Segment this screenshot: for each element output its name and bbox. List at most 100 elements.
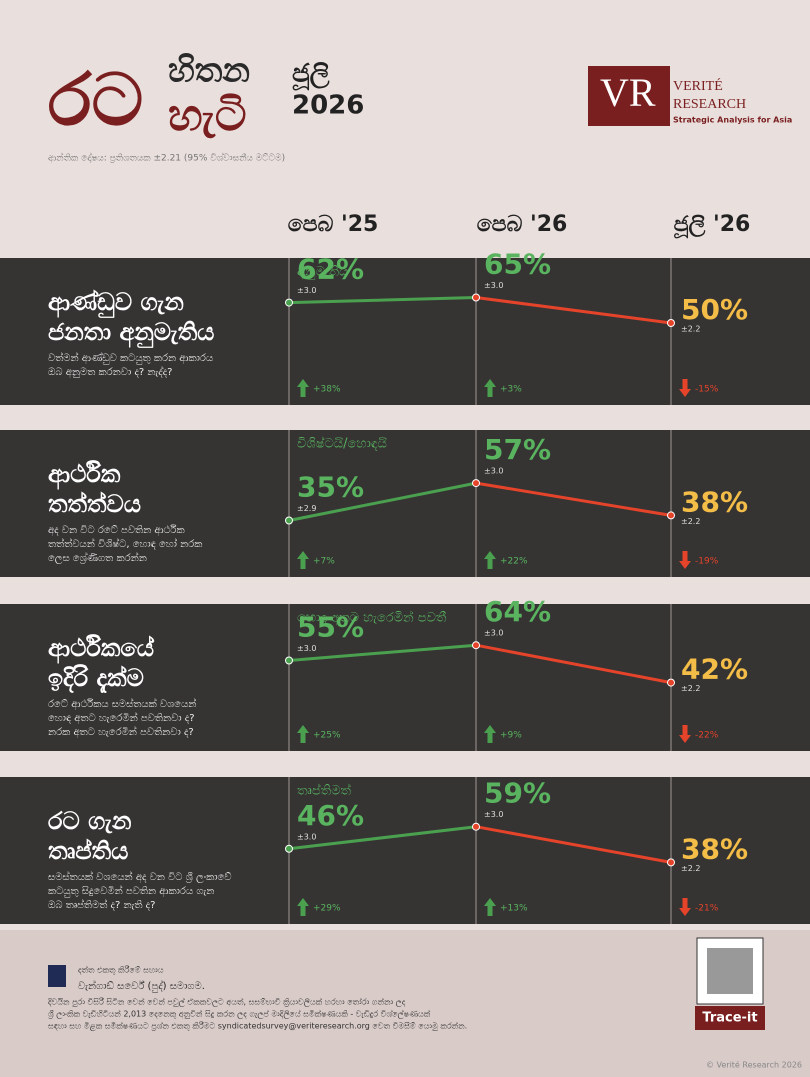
margin-label: ±2.2 — [681, 517, 700, 526]
point — [667, 319, 675, 327]
margin-label: ±2.2 — [681, 864, 700, 873]
support-logo — [48, 965, 66, 987]
title-main: රට — [48, 58, 143, 142]
margin-label: ±3.0 — [484, 629, 503, 638]
series-name: හොඳ අතට හැරෙමින් පවතී — [297, 609, 447, 625]
change-arrow — [484, 725, 496, 743]
line-down — [475, 481, 672, 517]
change-label: +38% — [313, 385, 341, 395]
panel-title: ආර්ථික — [48, 460, 121, 490]
point — [472, 479, 480, 488]
panel-title: ජනතා අනුමැතිය — [48, 318, 214, 348]
copyright: © Verité Research 2026 — [706, 1060, 802, 1070]
value-label: 55% — [297, 611, 364, 644]
support-label: දත්ත එකතු කිරීමේ සහාය — [78, 964, 164, 974]
panel — [0, 258, 810, 405]
margin-label: ±2.2 — [681, 325, 700, 334]
point — [667, 678, 675, 687]
method-line: දිවයින පුරා විසිරී සිටින වෙන් වෙන් පවුල්… — [48, 996, 406, 1007]
value-label: 42% — [681, 653, 748, 686]
line-down — [475, 643, 672, 685]
footer-band — [0, 930, 810, 1077]
brand-tagline: Strategic Analysis for Asia — [673, 116, 792, 125]
line-up — [288, 296, 477, 305]
column-header: පෙබ '25 — [288, 212, 379, 237]
value-label: 38% — [681, 832, 748, 865]
brand-mark: VR — [600, 70, 656, 115]
change-label: +29% — [313, 904, 341, 914]
change-arrow — [297, 725, 309, 743]
point — [285, 298, 293, 307]
point — [285, 656, 293, 665]
value-label: 64% — [484, 595, 551, 628]
question: ඔබ තෘප්තිමත් ද? නැති ද? — [48, 898, 155, 911]
column-header: ජූලි '26 — [674, 212, 751, 239]
value-label: 35% — [297, 471, 364, 504]
question: වත්මන් ආණ්ඩුව කටයුතු කරන ආකාරය — [48, 351, 213, 364]
panel-title: රට ගැන — [48, 807, 131, 835]
point — [667, 511, 675, 520]
panel-title: තත්ත්වය — [48, 490, 141, 518]
change-arrow — [679, 898, 691, 916]
question: සමස්තයක් වශයෙන් අද වන විට ශ්‍රී ලංකාවේ — [48, 870, 232, 883]
change-arrow — [484, 551, 496, 569]
edition-year: 2026 — [292, 91, 364, 121]
change-label: +22% — [500, 557, 528, 567]
value-label: 65% — [484, 248, 551, 281]
title-end: හැටි — [168, 90, 247, 141]
method-line: ශ්‍රී ලාංකික වැඩිහිටියන් 2,013 දෙනෙකු අන… — [48, 1008, 431, 1019]
margin-label: ±3.0 — [297, 832, 316, 841]
edition-month: ජූලි — [292, 59, 330, 92]
line-down — [475, 296, 672, 325]
change-label: -22% — [695, 731, 719, 741]
change-label: +9% — [500, 731, 522, 741]
question: නරක අතට හැරෙමින් පවතිනවා ද? — [48, 725, 194, 738]
point — [472, 822, 480, 831]
brand-name-2: RESEARCH — [673, 97, 746, 112]
panel-title: ආණ්ඩුව ගැන — [48, 288, 184, 318]
panel — [0, 777, 810, 924]
line-up — [288, 643, 477, 662]
panel — [0, 604, 810, 751]
change-label: -21% — [695, 904, 719, 914]
point — [667, 858, 675, 867]
change-arrow — [297, 898, 309, 916]
panel-title: තෘප්තිය — [48, 837, 128, 865]
question: තත්ත්වයන් විශිෂ්ට, හොඳ හෝ නරක — [48, 537, 202, 550]
qr-label: Trace-it — [702, 1011, 757, 1026]
change-label: +13% — [500, 904, 528, 914]
change-arrow — [297, 551, 309, 569]
question: ඔබ අනුමත කරනවා ද? නැද්ද? — [48, 365, 172, 378]
margin-label: ±3.0 — [297, 286, 316, 295]
point — [285, 844, 293, 853]
change-label: +7% — [313, 557, 335, 567]
change-arrow — [679, 725, 691, 743]
title-mid: හිතන — [168, 51, 250, 91]
brand-name-1: VERITÉ — [673, 77, 723, 94]
change-label: -15% — [695, 385, 719, 395]
value-label: 38% — [681, 485, 748, 518]
value-label: 57% — [484, 433, 551, 466]
margin-label: ±3.0 — [484, 810, 503, 819]
change-arrow — [484, 898, 496, 916]
change-label: +3% — [500, 385, 522, 395]
margin-label: ±3.0 — [484, 467, 503, 476]
margin-label: ±2.2 — [681, 684, 700, 693]
series-name: විශිෂ්ටයි/හොඳයි — [297, 435, 387, 451]
series-name: තෘප්තිමත් — [297, 782, 352, 798]
qr-pattern — [707, 948, 753, 994]
change-arrow — [297, 379, 309, 397]
series-name: අනුමැතිය — [297, 265, 348, 280]
point — [285, 516, 293, 525]
column-header: පෙබ '26 — [477, 212, 568, 237]
method-line: සඳහා සහ මිළක සමීක්ෂණයට ප්‍රශ්න එකතු කිරී… — [48, 1020, 467, 1031]
change-label: -19% — [695, 557, 719, 567]
margin-label: ±2.9 — [297, 504, 316, 513]
panel-title: ආර්ථිකයේ — [48, 634, 155, 664]
qr-badge — [695, 1006, 765, 1030]
support-org: වැන්ගාඩ් සර්වේ (පුද්) සමාගම. — [78, 979, 205, 992]
line-down — [475, 825, 672, 864]
panel-title: ඉදිරි දැක්ම — [48, 664, 144, 694]
